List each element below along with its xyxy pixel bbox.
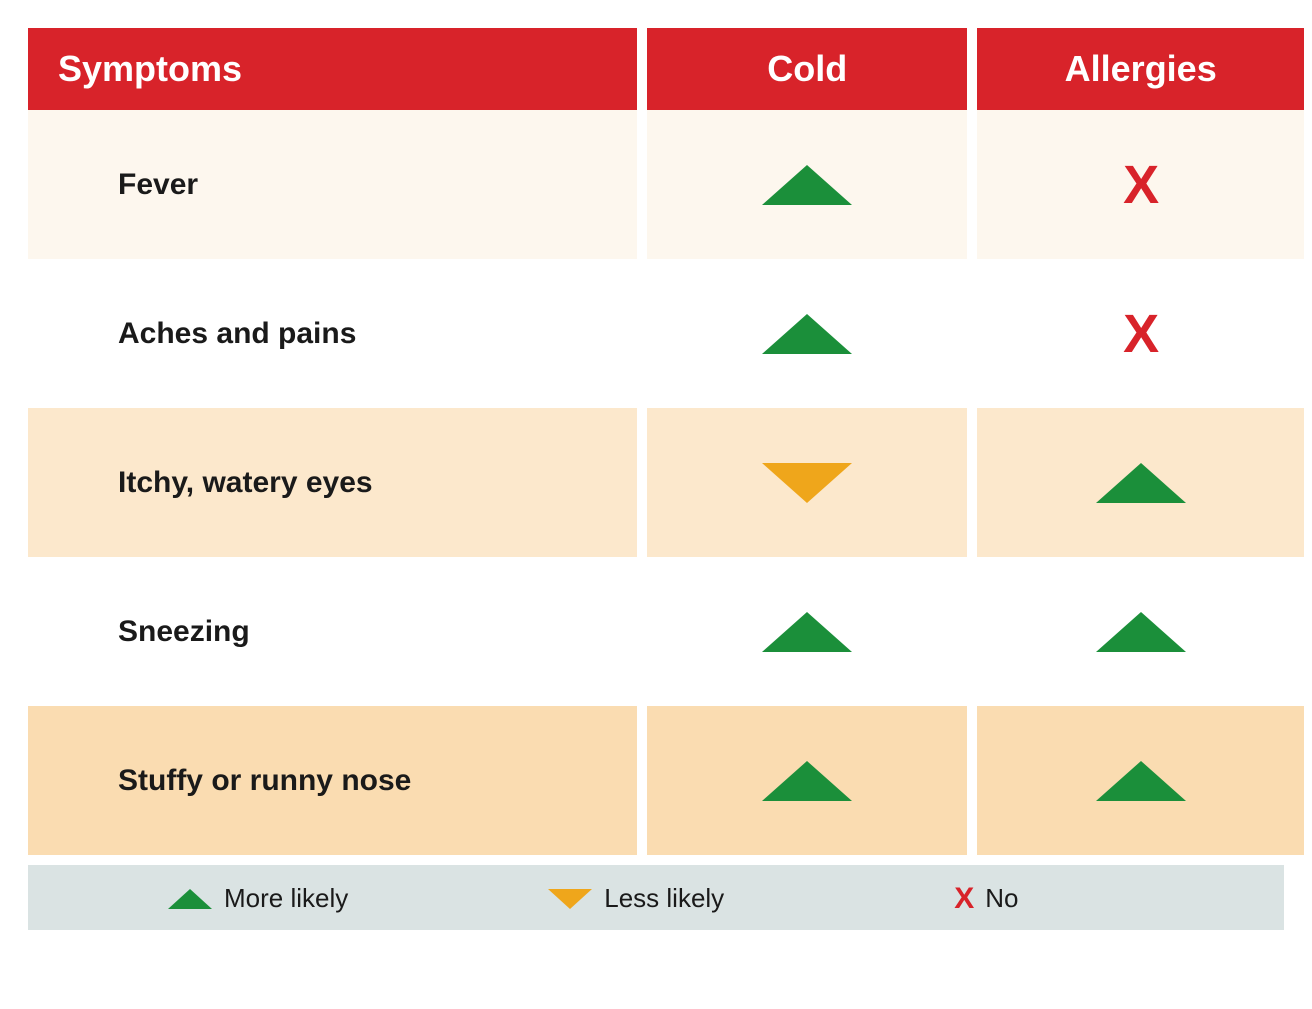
allergies-cell — [977, 706, 1304, 855]
triangle-down-icon — [762, 463, 852, 503]
cold-cell — [647, 408, 967, 557]
symptom-label: Fever — [28, 110, 637, 259]
legend-no: X No — [954, 883, 1018, 914]
legend-label: No — [985, 883, 1018, 914]
cold-cell — [647, 557, 967, 706]
table-header-row: Symptoms Cold Allergies — [28, 28, 1284, 110]
table-row: Itchy, watery eyes — [28, 408, 1284, 557]
cold-cell — [647, 259, 967, 408]
triangle-up-icon — [168, 889, 212, 909]
triangle-down-icon — [548, 889, 592, 909]
triangle-up-icon — [1096, 612, 1186, 652]
table-row: Stuffy or runny nose — [28, 706, 1284, 855]
header-allergies: Allergies — [977, 28, 1304, 110]
symptom-label: Sneezing — [28, 557, 637, 706]
symptoms-table: Symptoms Cold Allergies Fever X Aches an… — [28, 28, 1284, 930]
table-row: Sneezing — [28, 557, 1284, 706]
x-icon: X — [1123, 307, 1158, 361]
table-row: Aches and pains X — [28, 259, 1284, 408]
allergies-cell: X — [977, 259, 1304, 408]
legend-label: More likely — [224, 883, 348, 914]
triangle-up-icon — [762, 314, 852, 354]
triangle-up-icon — [762, 165, 852, 205]
table-row: Fever X — [28, 110, 1284, 259]
triangle-up-icon — [762, 612, 852, 652]
cold-cell — [647, 110, 967, 259]
legend: More likely Less likely X No — [28, 865, 1284, 930]
allergies-cell: X — [977, 110, 1304, 259]
triangle-up-icon — [1096, 761, 1186, 801]
symptom-label: Itchy, watery eyes — [28, 408, 637, 557]
header-symptoms: Symptoms — [28, 28, 637, 110]
x-icon: X — [954, 884, 973, 914]
legend-more-likely: More likely — [168, 883, 348, 914]
cold-cell — [647, 706, 967, 855]
triangle-up-icon — [762, 761, 852, 801]
symptom-label: Stuffy or runny nose — [28, 706, 637, 855]
legend-less-likely: Less likely — [548, 883, 724, 914]
allergies-cell — [977, 408, 1304, 557]
symptom-label: Aches and pains — [28, 259, 637, 408]
allergies-cell — [977, 557, 1304, 706]
x-icon: X — [1123, 158, 1158, 212]
header-cold: Cold — [647, 28, 967, 110]
legend-label: Less likely — [604, 883, 724, 914]
triangle-up-icon — [1096, 463, 1186, 503]
